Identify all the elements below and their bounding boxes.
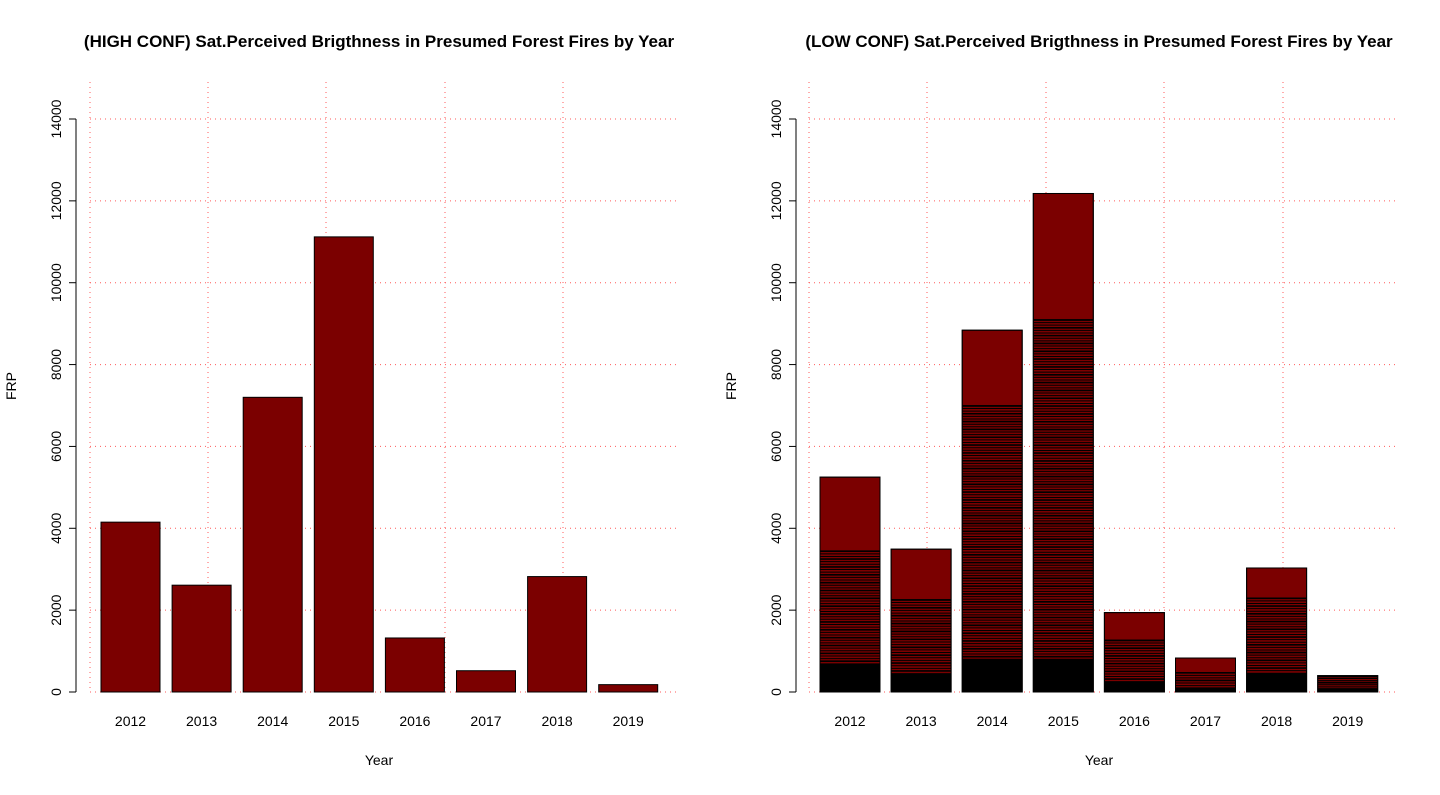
bar-outline-2013 xyxy=(890,548,952,693)
x-tick-label: 2012 xyxy=(115,713,146,729)
bar-2017 xyxy=(456,670,516,693)
x-tick-label: 2017 xyxy=(1190,713,1221,729)
x-tick-label: 2015 xyxy=(1048,713,1079,729)
bar-outline-2018 xyxy=(1246,567,1308,693)
x-tick-label: 2012 xyxy=(834,713,865,729)
x-tick-label: 2016 xyxy=(1119,713,1150,729)
bar-2016 xyxy=(1103,612,1165,693)
bar-outline-2015 xyxy=(1032,192,1094,693)
bar-2019 xyxy=(598,684,659,693)
bar-2016 xyxy=(384,637,445,693)
x-tick-label: 2019 xyxy=(613,713,644,729)
chart-title: (HIGH CONF) Sat.Perceived Brigthness in … xyxy=(84,32,675,51)
bar-2014 xyxy=(961,329,1023,693)
y-tick-label: 8000 xyxy=(768,349,784,380)
bar-2015 xyxy=(313,236,374,693)
x-tick-label: 2018 xyxy=(1261,713,1292,729)
bar-segment-dense-base-2016 xyxy=(1104,681,1165,692)
y-tick-label: 6000 xyxy=(768,431,784,462)
bar-2012 xyxy=(819,476,881,693)
bar-outline-2017 xyxy=(1175,657,1236,693)
y-axis-label: FRP xyxy=(723,372,739,400)
bar-segment-dense-base-2015 xyxy=(1033,659,1094,692)
x-axis-label: Year xyxy=(365,752,394,768)
bar-2014 xyxy=(242,396,303,693)
y-tick-label: 10000 xyxy=(48,263,64,302)
y-tick-label: 8000 xyxy=(48,349,64,380)
y-tick-label: 0 xyxy=(48,688,64,696)
x-tick-label: 2014 xyxy=(977,713,1008,729)
x-tick-label: 2017 xyxy=(470,713,501,729)
bar-2018 xyxy=(527,576,588,693)
x-tick-label: 2014 xyxy=(257,713,288,729)
chart-panel-low-conf: (LOW CONF) Sat.Perceived Brigthness in P… xyxy=(723,32,1397,768)
x-tick-label: 2018 xyxy=(542,713,573,729)
y-tick-label: 14000 xyxy=(48,99,64,138)
x-axis-label: Year xyxy=(1085,752,1114,768)
y-tick-label: 4000 xyxy=(768,513,784,544)
y-tick-label: 6000 xyxy=(48,431,64,462)
x-tick-label: 2016 xyxy=(399,713,430,729)
x-tick-label: 2013 xyxy=(186,713,217,729)
bar-2012 xyxy=(100,521,161,693)
bar-segment-dense-base-2014 xyxy=(962,659,1023,692)
y-tick-label: 0 xyxy=(768,688,784,696)
y-tick-label: 2000 xyxy=(48,594,64,625)
bar-outline-2019 xyxy=(1317,675,1379,693)
y-axis-label: FRP xyxy=(3,372,19,400)
bar-segment-dense-base-2017 xyxy=(1175,688,1236,692)
bar-outline-2016 xyxy=(1103,612,1165,693)
bar-outline-2012 xyxy=(819,476,881,693)
bar-segment-dense-base-2018 xyxy=(1246,673,1307,692)
y-tick-label: 12000 xyxy=(768,181,784,220)
chart-panel-high-conf: (HIGH CONF) Sat.Perceived Brigthness in … xyxy=(3,32,678,768)
y-tick-label: 10000 xyxy=(768,263,784,302)
bar-segment-dense-base-2012 xyxy=(820,663,880,692)
bar-2013 xyxy=(171,584,232,693)
bar-outline-2014 xyxy=(961,329,1023,693)
x-tick-label: 2015 xyxy=(328,713,359,729)
y-tick-label: 2000 xyxy=(768,594,784,625)
x-tick-label: 2013 xyxy=(906,713,937,729)
chart-title: (LOW CONF) Sat.Perceived Brigthness in P… xyxy=(805,32,1393,51)
y-tick-label: 12000 xyxy=(48,181,64,220)
bar-segment-dense-base-2013 xyxy=(891,673,952,692)
y-tick-label: 4000 xyxy=(48,513,64,544)
bar-segment-dense-base-2019 xyxy=(1317,688,1378,692)
x-tick-label: 2019 xyxy=(1332,713,1363,729)
y-tick-label: 14000 xyxy=(768,99,784,138)
